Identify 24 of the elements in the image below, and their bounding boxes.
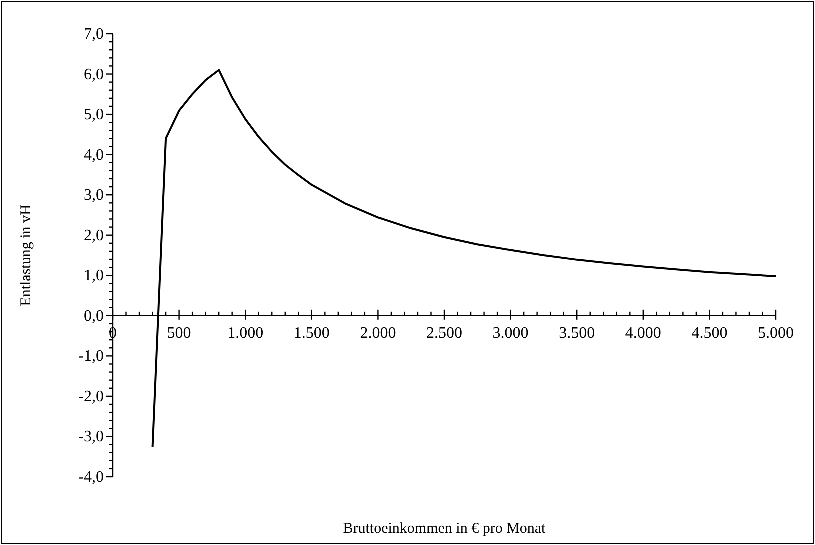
y-axis-title: Entlastung in vH — [18, 204, 34, 306]
x-tick-label: 4.500 — [692, 324, 728, 342]
y-tick-label: -4,0 — [78, 469, 104, 486]
x-tick-label: 3.000 — [492, 324, 529, 342]
y-tick-label: -3,0 — [78, 428, 104, 446]
x-tick-label: 2.500 — [426, 324, 462, 342]
x-tick-label: 3.500 — [559, 324, 596, 342]
y-tick-label: 5,0 — [84, 106, 104, 124]
y-tick-label: 3,0 — [84, 187, 104, 204]
x-tick-label: 5.000 — [758, 324, 794, 342]
y-tick-label: 7,0 — [84, 26, 104, 43]
x-axis-title: Bruttoeinkommen in € pro Monat — [343, 521, 547, 537]
y-tick-label: 2,0 — [84, 227, 104, 244]
x-tick-label: 1.000 — [228, 324, 264, 342]
x-tick-label: 500 — [167, 324, 192, 342]
y-tick-label: 4,0 — [84, 146, 104, 164]
y-tick-label: 1,0 — [84, 268, 104, 285]
x-tick-label: 1.500 — [294, 324, 330, 342]
y-tick-label: -1,0 — [78, 348, 104, 366]
y-tick-label: -2,0 — [78, 388, 104, 406]
x-tick-label: 4.000 — [625, 324, 662, 342]
y-tick-label: 6,0 — [84, 66, 104, 84]
y-tick-label: 0,0 — [84, 308, 104, 325]
x-tick-label: 2.000 — [360, 324, 396, 342]
